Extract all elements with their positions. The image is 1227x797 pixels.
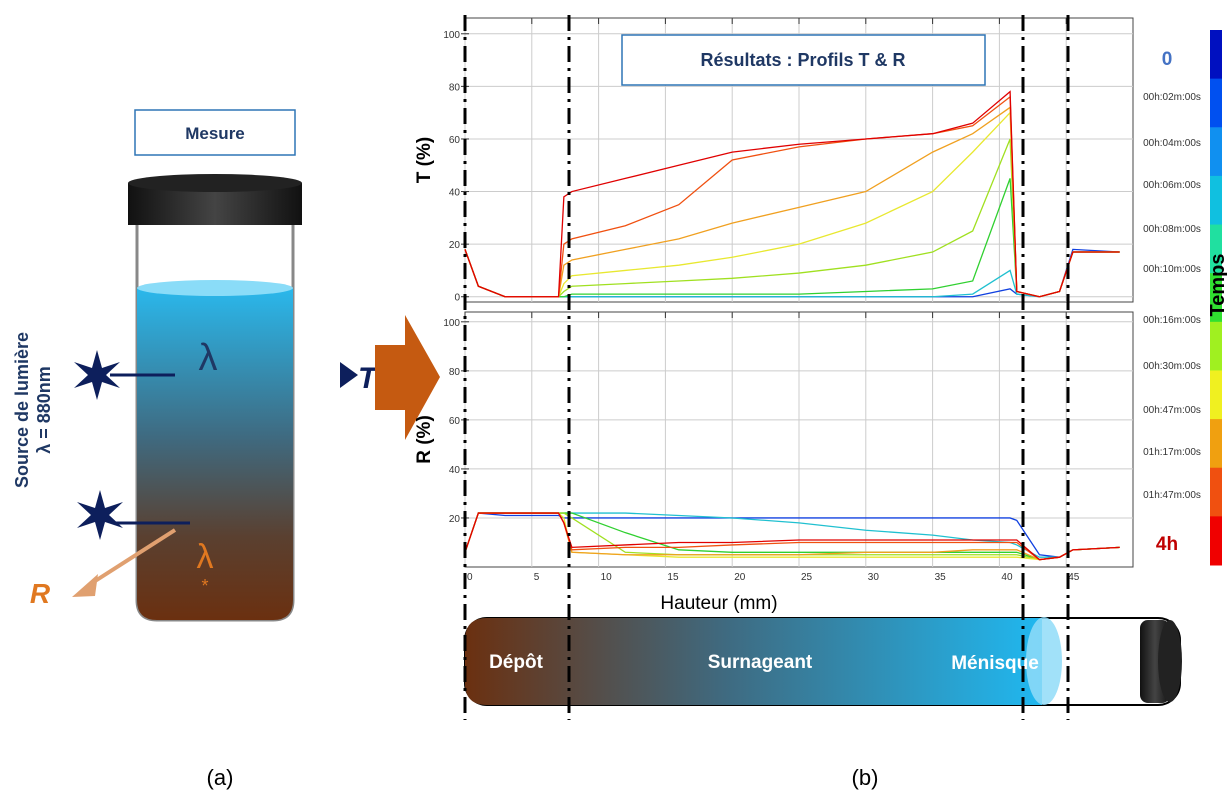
colorbar-band bbox=[1210, 419, 1222, 469]
colorbar-label: 00h:02m:00s bbox=[1143, 92, 1201, 103]
y-axis-label: T (%) bbox=[414, 137, 435, 183]
colorbar-band bbox=[1210, 273, 1222, 323]
colorbar-title: Temps bbox=[1207, 254, 1227, 317]
label: Mesure bbox=[185, 124, 245, 143]
label: R bbox=[30, 578, 51, 609]
label: λ = 880nm bbox=[34, 366, 54, 454]
data-line bbox=[464, 90, 1120, 298]
y-tick-label: 20 bbox=[449, 240, 461, 251]
colorbar-label: 4h bbox=[1156, 534, 1178, 555]
colorbar-band bbox=[1210, 370, 1222, 420]
y-tick-label: 40 bbox=[449, 465, 461, 476]
colorbar-band bbox=[1210, 467, 1222, 517]
x-tick-label: 5 bbox=[534, 572, 540, 583]
lambda-star: * bbox=[201, 576, 208, 596]
colorbar-label: 01h:17m:00s bbox=[1143, 447, 1201, 458]
data-line bbox=[464, 512, 1120, 561]
y-tick-label: 100 bbox=[443, 318, 460, 329]
arrow-head bbox=[72, 574, 98, 597]
x-tick-label: 35 bbox=[935, 572, 947, 583]
liquid bbox=[137, 288, 293, 620]
data-line bbox=[464, 512, 1120, 558]
panel-label: (a) bbox=[207, 765, 234, 790]
colorbar-label: 01h:47m:00s bbox=[1143, 490, 1201, 501]
x-tick-label: 15 bbox=[667, 572, 679, 583]
arrow-head bbox=[340, 362, 358, 388]
x-tick-label: 20 bbox=[734, 572, 746, 583]
tube-meniscus bbox=[1026, 617, 1062, 705]
label: T bbox=[358, 362, 379, 395]
colorbar-label: 00h:16m:00s bbox=[1143, 315, 1201, 326]
lambda: λ bbox=[197, 538, 214, 576]
colorbar-band bbox=[1210, 30, 1222, 80]
y-tick-label: 20 bbox=[449, 514, 461, 525]
panel-label: (b) bbox=[852, 765, 879, 790]
big-arrow bbox=[375, 315, 440, 440]
y-tick-label: 60 bbox=[449, 416, 461, 427]
x-tick-label: 0 bbox=[467, 572, 473, 583]
y-tick-label: 60 bbox=[449, 135, 461, 146]
tube-content bbox=[465, 618, 1042, 705]
x-tick-label: 10 bbox=[601, 572, 613, 583]
x-tick-label: 40 bbox=[1001, 572, 1013, 583]
colorbar-label: 00h:47m:00s bbox=[1143, 405, 1201, 416]
meniscus bbox=[137, 280, 293, 296]
y-tick-label: 40 bbox=[449, 188, 461, 199]
colorbar-band bbox=[1210, 175, 1222, 226]
lambda: λ bbox=[199, 337, 218, 379]
colorbar-band bbox=[1210, 321, 1222, 371]
label: Dépôt bbox=[489, 652, 544, 673]
x-tick-label: 25 bbox=[801, 572, 813, 583]
label: Source de lumière bbox=[12, 332, 32, 488]
x-axis-label: Hauteur (mm) bbox=[660, 593, 777, 614]
tube-cap-end bbox=[1158, 620, 1182, 702]
title-box bbox=[621, 34, 986, 86]
y-axis-label: R (%) bbox=[414, 415, 435, 464]
cap-top bbox=[128, 174, 302, 192]
label: Ménisque bbox=[951, 653, 1039, 674]
x-tick-label: 30 bbox=[868, 572, 880, 583]
arrow bbox=[90, 528, 177, 585]
colorbar-label: 0 bbox=[1162, 49, 1173, 70]
label: Surnageant bbox=[708, 652, 813, 673]
colorbar: 0 00h:02m:00s 00h:04m:00s 00h:06m:00s 00h:08… bbox=[1143, 30, 1227, 566]
colorbar-label: 00h:04m:00s bbox=[1143, 138, 1201, 149]
x-tick-label: 45 bbox=[1068, 572, 1080, 583]
colorbar-label: 00h:06m:00s bbox=[1143, 180, 1201, 191]
label-box bbox=[134, 109, 296, 156]
colorbar-label: 00h:08m:00s bbox=[1143, 224, 1201, 235]
y-tick-label: 100 bbox=[443, 30, 460, 41]
vial-diagram: Mesure λ λ * R T Source de lumière λ = 8… bbox=[12, 109, 879, 790]
chart-title: Résultats : Profils T & R bbox=[700, 50, 905, 70]
y-tick-label: 0 bbox=[454, 293, 460, 304]
tube: Dépôt Surnageant Ménisque bbox=[464, 617, 1182, 706]
colorbar-label: 00h:10m:00s bbox=[1143, 264, 1201, 275]
colorbar-band bbox=[1210, 516, 1222, 566]
y-tick-label: 80 bbox=[449, 82, 461, 93]
colorbar-band bbox=[1210, 224, 1222, 274]
boundaries bbox=[463, 15, 1070, 720]
colorbar-label: 00h:30m:00s bbox=[1143, 361, 1201, 372]
light-source bbox=[77, 490, 123, 540]
light-source bbox=[74, 350, 120, 400]
y-tick-label: 80 bbox=[449, 367, 461, 378]
colorbar-band bbox=[1210, 127, 1222, 177]
colorbar-band bbox=[1210, 78, 1222, 128]
